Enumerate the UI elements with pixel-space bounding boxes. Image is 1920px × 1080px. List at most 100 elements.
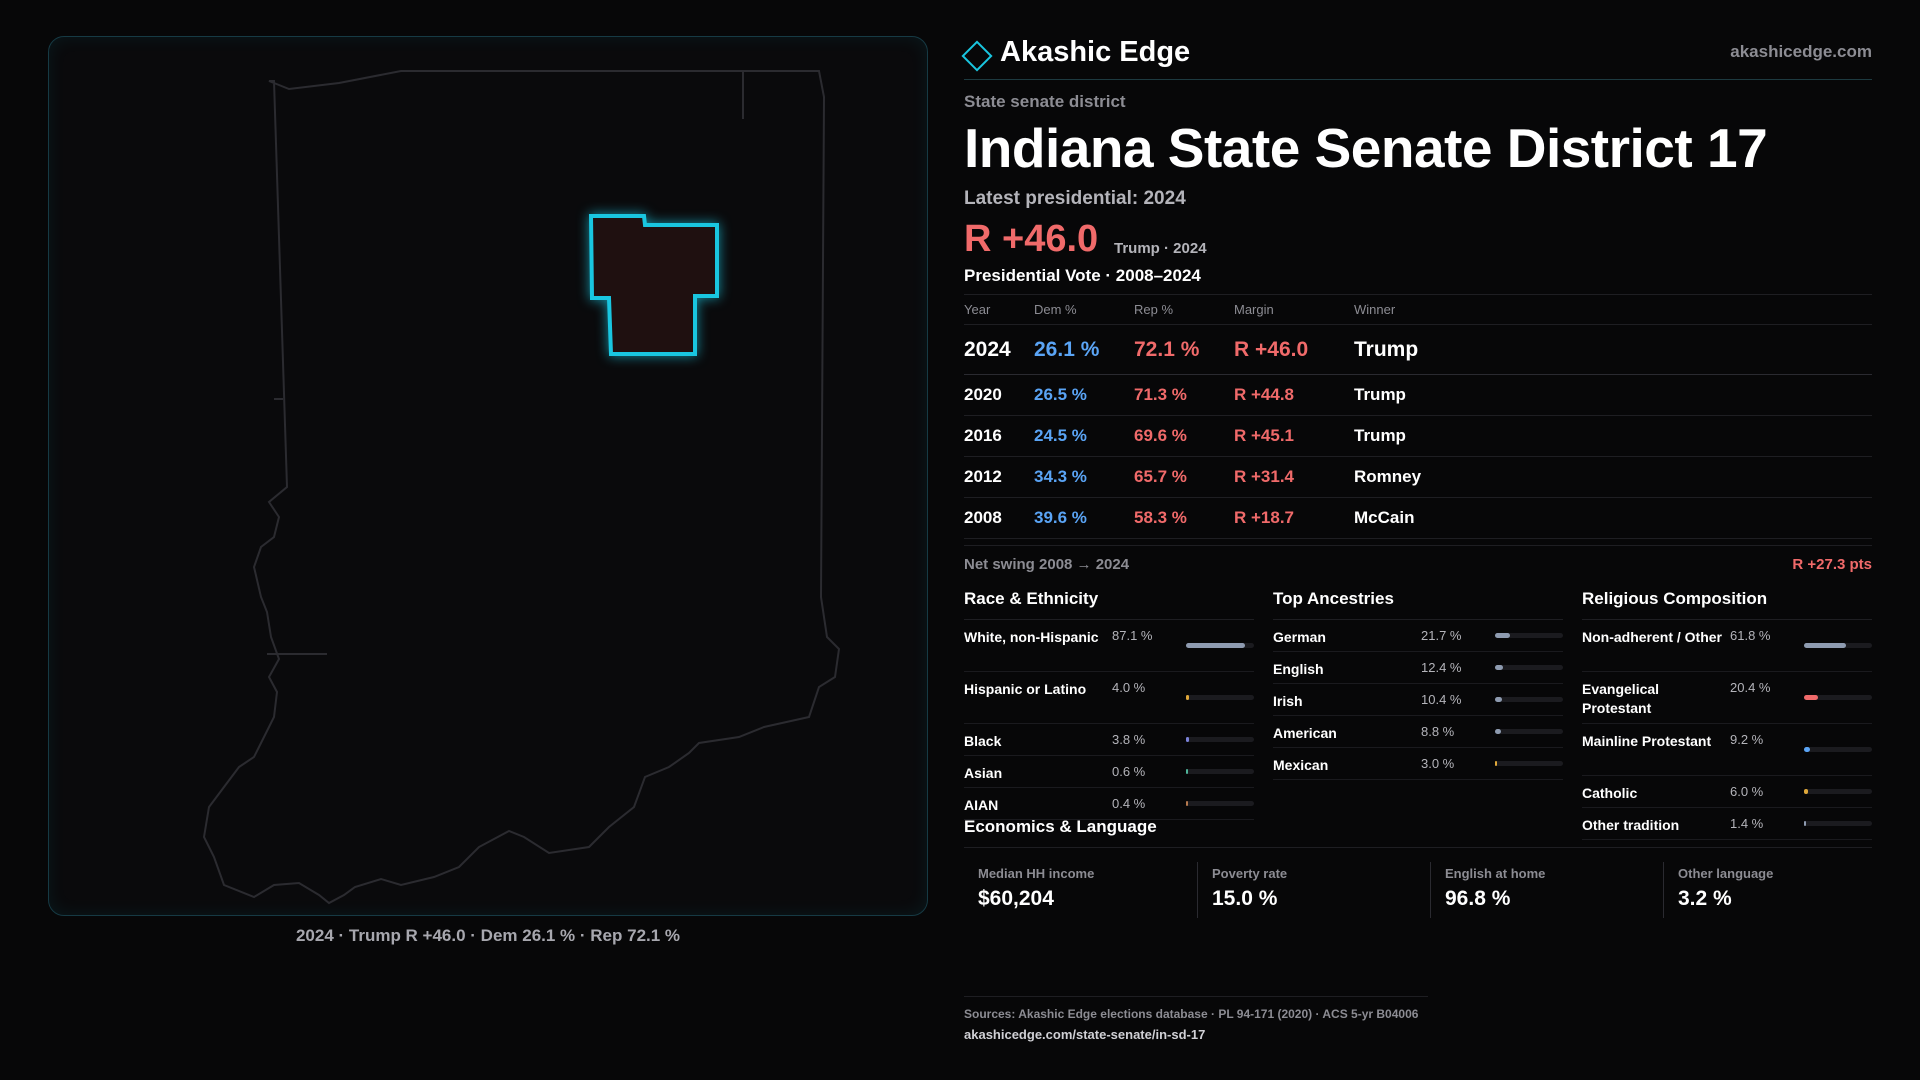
list-item: Mainline Protestant 9.2 %	[1582, 724, 1872, 777]
vote-table: Year Dem % Rep % Margin Winner 2024 26.1…	[964, 294, 1872, 540]
bar-fill	[1186, 695, 1189, 701]
stat-other-language: Other language 3.2 %	[1663, 862, 1883, 919]
bar-track	[1495, 761, 1563, 767]
district-map	[202, 70, 841, 905]
list-item: American 8.8 %	[1273, 716, 1563, 749]
item-value: 0.4 %	[1112, 796, 1146, 812]
item-value: 10.4 %	[1421, 692, 1462, 708]
bar-track	[1495, 729, 1563, 735]
list-item: Hispanic or Latino 4.0 %	[964, 672, 1254, 725]
item-value: 3.0 %	[1421, 756, 1455, 772]
table-row: 2020 26.5 % 71.3 % R +44.8 Trump	[964, 374, 1872, 417]
bar-fill	[1804, 789, 1809, 795]
row-dem: 26.5 %	[1034, 374, 1134, 417]
item-value: 8.8 %	[1421, 724, 1455, 740]
list-item: Mexican 3.0 %	[1273, 748, 1563, 781]
state-outline	[202, 70, 841, 905]
item-label: Catholic	[1582, 785, 1638, 802]
bar-fill	[1495, 729, 1501, 735]
item-label: Mainline Protestant	[1582, 733, 1712, 750]
district-shape[interactable]	[588, 214, 719, 356]
demographics: Race & Ethnicity White, non-Hispanic 87.1…	[964, 581, 1872, 841]
header-dem: Dem %	[1034, 294, 1134, 326]
headline-margin: R +46.0	[964, 217, 1099, 260]
stat-median-income: Median HH income $60,204	[964, 862, 1184, 918]
list-item: Evangelical Protestant 20.4 %	[1582, 672, 1872, 725]
list-item: Asian 0.6 %	[964, 756, 1254, 789]
row-dem: 39.6 %	[1034, 497, 1134, 540]
page-title: Indiana State Senate District 17	[964, 117, 1768, 179]
map-caption: 2024 · Trump R +46.0 · Dem 26.1 % · Rep …	[295, 926, 681, 945]
row-year: 2020	[964, 374, 1034, 417]
item-value: 87.1 %	[1112, 628, 1153, 644]
bar-track	[1186, 643, 1254, 649]
row-year: 2024	[964, 324, 1034, 376]
item-value: 21.7 %	[1421, 628, 1462, 644]
row-rep: 71.3 %	[1134, 374, 1234, 417]
stat-label: Other language	[1678, 866, 1774, 882]
sources-footer: Sources: Akashic Edge elections database…	[964, 996, 1428, 1042]
bar-fill	[1804, 821, 1806, 827]
bar-fill	[1186, 801, 1188, 807]
table-row: 2008 39.6 % 58.3 % R +18.7 McCain	[964, 497, 1872, 540]
list-item: Other tradition 1.4 %	[1582, 808, 1872, 841]
stat-label: Poverty rate	[1212, 866, 1288, 882]
economics-title: Economics & Language	[964, 817, 1872, 849]
district-type: State senate district	[964, 92, 1126, 111]
row-year: 2008	[964, 497, 1034, 540]
vote-table-title: Presidential Vote · 2008–2024	[964, 266, 1872, 295]
bar-fill	[1804, 643, 1847, 649]
bar-track	[1804, 821, 1872, 827]
item-label: White, non-Hispanic	[964, 629, 1099, 646]
net-swing-value: R +27.3 pts	[1792, 556, 1872, 574]
stat-label: Median HH income	[978, 866, 1095, 882]
sources-url[interactable]: akashicedge.com/state-senate/in-sd-17	[964, 1027, 1206, 1042]
item-label: Other tradition	[1582, 817, 1680, 834]
item-label: Hispanic or Latino	[964, 681, 1087, 698]
bar-track	[1495, 633, 1563, 639]
bar-track	[1495, 697, 1563, 703]
bar-track	[1186, 737, 1254, 743]
map-panel	[48, 36, 928, 916]
brand-url[interactable]: akashicedge.com	[1730, 42, 1872, 61]
bar-fill	[1495, 697, 1503, 703]
latest-presidential: Latest presidential: 2024	[964, 187, 1186, 209]
item-label: American	[1273, 725, 1337, 742]
item-label: English	[1273, 661, 1324, 678]
bar-track	[1804, 747, 1872, 753]
row-dem: 24.5 %	[1034, 415, 1134, 458]
vote-table-header: Year Dem % Rep % Margin Winner	[964, 294, 1872, 326]
row-rep: 72.1 %	[1134, 324, 1234, 376]
bar-track	[1804, 789, 1872, 795]
economics-stats: Median HH income $60,204 Poverty rate 15…	[964, 848, 1872, 928]
item-value: 9.2 %	[1730, 732, 1764, 748]
row-margin: R +44.8	[1234, 374, 1354, 417]
item-value: 4.0 %	[1112, 680, 1146, 696]
bar-fill	[1495, 633, 1510, 639]
header-year: Year	[964, 294, 1034, 326]
header-rep: Rep %	[1134, 294, 1234, 326]
bar-fill	[1804, 747, 1811, 753]
row-winner: Trump	[1354, 374, 1872, 417]
row-rep: 69.6 %	[1134, 415, 1234, 458]
race-ethnicity-section: Race & Ethnicity White, non-Hispanic 87.1…	[964, 581, 1254, 821]
row-margin: R +45.1	[1234, 415, 1354, 458]
ancestry-section: Top Ancestries German 21.7 % English 12.4 %…	[1273, 581, 1563, 781]
list-item: Irish 10.4 %	[1273, 684, 1563, 717]
row-dem: 26.1 %	[1034, 324, 1134, 376]
item-value: 12.4 %	[1421, 660, 1462, 676]
row-dem: 34.3 %	[1034, 456, 1134, 499]
row-rep: 58.3 %	[1134, 497, 1234, 540]
list-item: Non-adherent / Other 61.8 %	[1582, 620, 1872, 673]
item-label: Evangelical Protestant	[1582, 681, 1660, 717]
item-label: Irish	[1273, 693, 1303, 710]
headline-note: Trump · 2024	[1114, 239, 1207, 257]
row-winner: Romney	[1354, 456, 1872, 499]
bar-track	[1804, 643, 1872, 649]
row-winner: Trump	[1354, 324, 1872, 376]
table-row: 2024 26.1 % 72.1 % R +46.0 Trump	[964, 324, 1872, 376]
row-margin: R +31.4	[1234, 456, 1354, 499]
list-item: White, non-Hispanic 87.1 %	[964, 620, 1254, 673]
bar-fill	[1186, 643, 1246, 649]
net-swing: Net swing 2008 → 2024 R +27.3 pts	[964, 545, 1872, 579]
